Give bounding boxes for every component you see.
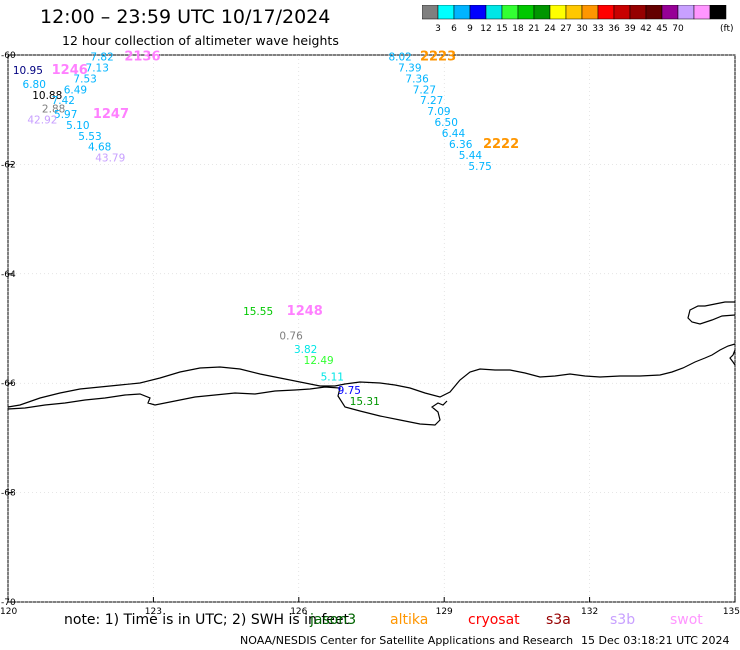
map-axis-ticks: 120 123 126 129 132 135 -60 -62 -64 -66 -68 -70 (0, 51, 740, 617)
color-bar-unit: (ft) (720, 24, 734, 34)
x-tick-label: 120 (0, 607, 17, 617)
color-bar-label: 6 (451, 24, 457, 34)
color-bar-label: 15 (496, 24, 507, 34)
color-bar-label: 70 (672, 24, 684, 34)
footer-timestamp: 15 Dec 03:18:21 UTC 2024 (581, 634, 730, 647)
wave-height-value: 5.75 (468, 161, 491, 173)
satellite-legend-s3a: s3a (546, 612, 571, 628)
pass-time-label: 1248 (287, 304, 323, 319)
page-subtitle: 12 hour collection of altimeter wave hei… (62, 33, 339, 48)
wave-height-value: 4.68 (88, 142, 111, 154)
wave-height-value: 15.31 (350, 396, 380, 408)
wave-height-value: 9.75 (338, 385, 361, 397)
satellite-legend-swot: swot (670, 612, 703, 628)
color-bar-label: 42 (640, 24, 651, 34)
wave-height-value: 6.44 (442, 128, 466, 140)
color-bar-label: 36 (608, 24, 620, 34)
x-tick-label: 135 (723, 607, 740, 617)
wave-height-value: 7.27 (420, 95, 443, 107)
map-gridlines (7, 54, 736, 603)
page-title: 12:00 – 23:59 UTC 10/17/2024 (40, 6, 331, 28)
y-tick-label: -70 (1, 598, 16, 608)
wave-height-value: 7.42 (52, 95, 75, 107)
pass-time-label: 2222 (483, 137, 519, 152)
wave-height-value: 7.27 (413, 84, 436, 96)
satellite-legend-jason3: jason3 (310, 612, 357, 628)
x-tick-label: 123 (145, 607, 162, 617)
wave-height-value: 10.95 (13, 65, 43, 77)
wave-height-value: 10.88 (32, 90, 62, 102)
footer-credit: NOAA/NESDIS Center for Satellite Applica… (240, 634, 574, 647)
pass-time-label: 2136 (124, 49, 160, 64)
wave-height-value: 12.49 (304, 355, 334, 367)
satellite-legend-s3b: s3b (610, 612, 636, 628)
wave-height-value: 7.53 (73, 73, 96, 85)
wave-height-value: 15.55 (243, 306, 273, 318)
wave-height-value: 42.92 (27, 114, 57, 126)
wave-height-value: 6.80 (23, 79, 46, 91)
map-frame (7, 54, 736, 603)
wave-height-value: 5.44 (459, 150, 483, 162)
y-tick-label: -68 (1, 489, 16, 499)
wave-height-value: 7.82 (90, 51, 113, 63)
x-tick-label: 132 (581, 607, 598, 617)
wave-height-value: 6.50 (435, 117, 458, 129)
x-tick-label: 126 (290, 607, 307, 617)
color-bar-label: 39 (624, 24, 636, 34)
color-bar-label: 9 (467, 24, 473, 34)
y-tick-label: -66 (1, 379, 16, 389)
satellite-legend-cryosat: cryosat (468, 612, 520, 628)
color-bar-label: 27 (560, 24, 571, 34)
color-bar-legend: 3 6 9 12 15 18 21 24 27 30 33 36 39 42 45 70 (ft) (422, 5, 734, 34)
footer-note: note: 1) Time is in UTC; 2) SWH is in fe… (64, 612, 350, 628)
pass-time-label: 1247 (93, 107, 129, 122)
color-bar-label: 33 (592, 24, 603, 34)
color-bar-label: 12 (480, 24, 491, 34)
wave-height-value: 2.88 (42, 103, 65, 115)
color-bar-label: 3 (435, 24, 441, 34)
color-bar-label: 45 (656, 24, 667, 34)
color-swatch (709, 5, 727, 20)
coastline-island (687, 301, 736, 325)
wave-height-value: 7.09 (427, 106, 450, 118)
wave-height-value: 7.39 (398, 62, 421, 74)
wave-height-value: 8.02 (388, 51, 411, 63)
y-tick-label: -64 (1, 270, 16, 280)
satellite-legend-altika: altika (390, 612, 429, 628)
color-bar-label: 18 (512, 24, 524, 34)
wave-height-value: 5.11 (321, 371, 344, 383)
color-bar-label: 24 (544, 24, 556, 34)
color-bar-label: 30 (576, 24, 588, 34)
wave-height-value: 43.79 (95, 153, 125, 165)
wave-height-value: 5.97 (54, 109, 77, 121)
pass-time-label: 2223 (420, 49, 456, 64)
pass-time-label: 1246 (52, 63, 88, 78)
wave-height-value: 7.13 (86, 62, 109, 74)
wave-height-value: 0.76 (279, 330, 303, 342)
wave-height-value: 5.10 (66, 120, 89, 132)
y-tick-label: -62 (1, 160, 16, 170)
wave-height-value: 7.36 (405, 73, 429, 85)
y-tick-label: -60 (1, 51, 16, 61)
color-bar-label: 21 (528, 24, 539, 34)
x-tick-label: 129 (436, 607, 453, 617)
coastline (7, 343, 736, 426)
wave-height-value: 6.49 (64, 84, 87, 96)
wave-height-value: 3.82 (294, 344, 317, 356)
wave-height-value: 5.53 (78, 131, 101, 143)
wave-height-value: 6.36 (449, 139, 473, 151)
